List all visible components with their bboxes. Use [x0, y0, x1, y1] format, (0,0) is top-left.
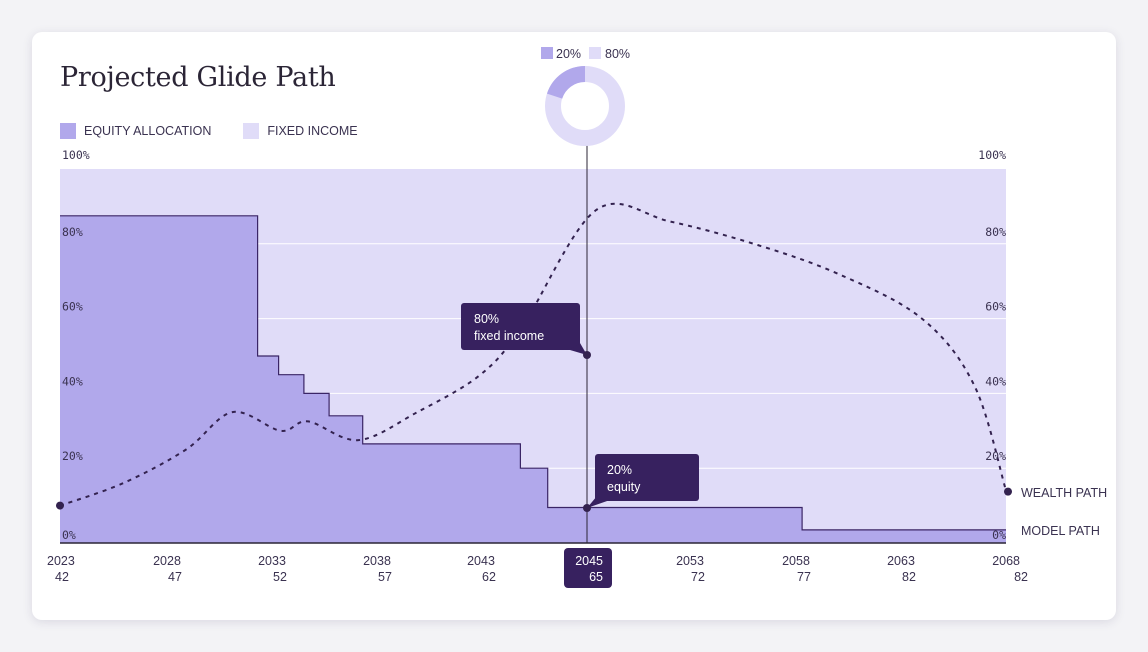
x-tick-year: 2028 [153, 554, 181, 568]
y-tick-label-right: 60% [985, 300, 1006, 314]
donut-legend-swatch-equity [541, 47, 553, 59]
donut-legend-equity: 20% [556, 47, 581, 61]
y-tick-label-right: 0% [992, 528, 1006, 542]
x-tick-age: 77 [797, 570, 811, 584]
selected-year-badge[interactable]: 2045 65 [564, 548, 612, 588]
x-tick-year: 2053 [676, 554, 704, 568]
tooltip-equity: 20% equity [587, 454, 699, 508]
wealth-path-label: WEALTH PATH [1021, 486, 1107, 500]
x-tick-age: 47 [168, 570, 182, 584]
legend-swatch-equity [60, 123, 76, 139]
x-tick-year: 2033 [258, 554, 286, 568]
y-tick-label-left: 40% [62, 374, 83, 388]
y-tick-label-right: 100% [978, 148, 1006, 162]
legend: EQUITY ALLOCATION FIXED INCOME [60, 122, 390, 140]
chart-title: Projected Glide Path [60, 62, 336, 93]
x-tick-year: 2023 [47, 554, 75, 568]
legend-item-fixed-income[interactable]: FIXED INCOME [243, 123, 358, 139]
y-tick-label-left: 80% [62, 225, 83, 239]
wealth-path-end-dot [1004, 487, 1012, 496]
equity-allocation-area [60, 215, 1006, 544]
y-axis-left: 0% 20% 40% 60% 80% 100% [62, 148, 90, 542]
x-tick-age: 42 [55, 570, 69, 584]
legend-label-fixed-income: FIXED INCOME [267, 124, 358, 138]
x-tick-year: 2068 [992, 554, 1020, 568]
donut-legend-fixed-income: 80% [605, 47, 630, 61]
x-tick-year: 2058 [782, 554, 810, 568]
legend-swatch-fixed-income [243, 123, 260, 139]
legend-label-equity: EQUITY ALLOCATION [84, 124, 212, 138]
x-tick-age: 62 [482, 570, 496, 584]
x-tick-age: 52 [273, 570, 287, 584]
y-tick-label-left: 20% [62, 449, 83, 463]
marker-equity[interactable] [583, 504, 591, 512]
y-tick-label-right: 20% [985, 449, 1006, 463]
tooltip-fixed-income-label: fixed income [474, 329, 544, 343]
selected-year: 2045 [575, 554, 603, 568]
y-tick-label-left: 100% [62, 148, 90, 162]
x-tick-year: 2063 [887, 554, 915, 568]
wealth-path-start-dot [56, 501, 64, 510]
x-tick-year: 2038 [363, 554, 391, 568]
tooltip-fixed-income: 80% fixed income [461, 303, 587, 355]
x-tick-age: 82 [902, 570, 916, 584]
donut-legend-swatch-fixed-income [589, 47, 601, 59]
marker-fixed-income[interactable] [583, 351, 591, 359]
tooltip-equity-label: equity [607, 480, 641, 494]
x-tick-year: 2043 [467, 554, 495, 568]
y-tick-label-left: 0% [62, 528, 76, 542]
y-axis-right: 0% 20% 40% 60% 80% 100% [978, 148, 1006, 542]
x-tick-age: 72 [691, 570, 705, 584]
x-axis: 2023 42 2028 47 2033 52 2038 57 2043 62 2053 72 2058… [47, 554, 1028, 584]
model-path-label: MODEL PATH [1021, 524, 1100, 538]
tooltip-fixed-income-value: 80% [474, 312, 499, 326]
y-tick-label-right: 40% [985, 374, 1006, 388]
selected-age: 65 [589, 570, 603, 584]
legend-item-equity[interactable]: EQUITY ALLOCATION [60, 123, 211, 139]
donut-equity-arc [546, 66, 586, 100]
x-tick-age: 57 [378, 570, 392, 584]
x-tick-age: 82 [1014, 570, 1028, 584]
y-tick-label-right: 80% [985, 225, 1006, 239]
y-tick-label-left: 60% [62, 300, 83, 314]
allocation-donut[interactable] [545, 66, 625, 146]
tooltip-equity-value: 20% [607, 463, 632, 477]
